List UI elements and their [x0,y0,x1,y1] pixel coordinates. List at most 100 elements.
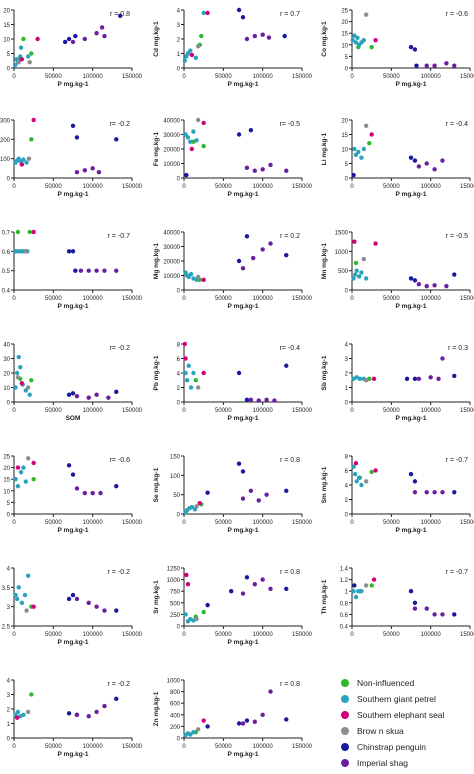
data-point [352,583,357,588]
data-point [188,732,193,737]
y-axis-label: Cd mg.kg-1 [153,21,160,57]
data-point [371,577,377,582]
y-tick-label: 5 [345,55,349,61]
data-point [352,146,357,152]
data-point [24,608,29,613]
y-tick-label: 800 [170,690,181,696]
x-tick-label: 150000 [460,632,474,638]
legend-label: Southern giant petrel [357,694,436,704]
data-point [18,365,23,370]
data-point [94,268,99,273]
data-point [13,477,18,482]
y-tick-label: 3 [345,357,349,363]
y-tick-label: 0 [7,737,11,743]
scatter-panel: 0 250 500 750 1000 1250 0 50000 100000 150000 Sr m… [153,567,313,647]
x-tick-label: 50000 [45,74,62,80]
y-tick-label: 20 [341,20,348,26]
data-point [264,492,269,497]
y-tick-label: 300 [0,119,11,125]
y-tick-label: 0.7 [2,231,11,237]
y-tick-label: 25 [3,455,10,461]
data-point [373,468,378,473]
data-point [193,378,198,383]
data-point [19,380,25,386]
y-tick-label: 6 [177,357,181,363]
data-point [367,141,372,146]
data-point [193,55,198,61]
data-point [27,60,32,65]
x-axis-label: P mg.kg-1 [396,191,427,198]
x-axis-label: P mg.kg-1 [396,527,427,534]
data-point [240,496,246,501]
y-tick-label: 3 [177,23,181,29]
data-point [354,479,359,484]
x-tick-label: 0 [12,408,16,414]
x-tick-label: 100000 [421,408,442,414]
y-axis-label: Fe mg.kg-1 [153,131,160,166]
data-point [195,44,201,49]
correlation-label: r= -0.2 [110,121,131,128]
x-tick-label: 0 [182,74,186,80]
data-point [195,274,201,280]
x-tick-label: 100000 [421,296,442,302]
y-tick-label: 2 [7,708,11,714]
data-point [182,58,187,63]
data-point [352,33,357,38]
y-tick-label: 3.5 [2,586,11,592]
data-point [191,370,196,376]
x-tick-label: 50000 [45,744,62,750]
data-point [195,727,201,732]
data-point [82,490,88,496]
data-point [94,31,99,36]
y-tick-label: 200 [0,138,11,144]
data-point [361,37,366,43]
scatter-panel: 0 200 400 600 800 1000 0 50000 100000 150000 Zn mg… [153,679,313,759]
data-point [353,461,359,466]
x-tick-label: 100000 [421,520,442,526]
data-point [284,168,289,173]
data-point [31,460,36,466]
data-point [25,573,31,578]
data-point [236,7,242,13]
data-point [266,35,272,40]
y-axis-label: Se mg.kg-1 [153,467,160,502]
data-point [185,135,191,140]
x-tick-label: 0 [182,408,186,414]
x-tick-label: 150000 [122,296,143,302]
x-tick-label: 50000 [45,408,62,414]
data-point [19,57,25,62]
correlation-label: r = -0.4 [446,121,468,128]
legend-marker [341,743,349,751]
y-tick-label: 6 [345,469,349,475]
y-tick-label: 0.4 [340,625,349,631]
data-point [284,586,289,592]
data-point [452,373,457,379]
y-tick-label: 4 [345,343,349,349]
data-point [256,498,261,503]
data-point [197,500,202,506]
data-point [15,709,21,715]
legend-marker [341,711,349,719]
legend-label: Brow n skua [357,726,404,736]
data-point [19,162,25,167]
data-point [114,137,119,142]
data-point [244,575,250,580]
data-point [102,268,107,273]
data-point [94,604,99,609]
x-tick-label: 0 [350,632,354,638]
data-point [191,129,196,134]
data-point [31,117,36,123]
x-tick-label: 150000 [292,184,313,190]
data-point [363,583,369,588]
data-point [27,229,32,235]
data-point [188,271,194,277]
x-tick-label: 100000 [421,184,442,190]
x-tick-label: 150000 [292,408,313,414]
data-point [369,469,374,475]
data-point [66,463,72,468]
data-point [351,589,356,594]
scatter-panel: 010203040050000100000150000Ni mg.kg-1SOM… [3,343,142,423]
data-point [440,490,445,495]
scatter-panel: 0 2 4 6 8 0 50000 100000 150000 Sm mg.kg-1 P mg.kg… [321,455,474,535]
y-tick-label: 15 [341,133,348,139]
